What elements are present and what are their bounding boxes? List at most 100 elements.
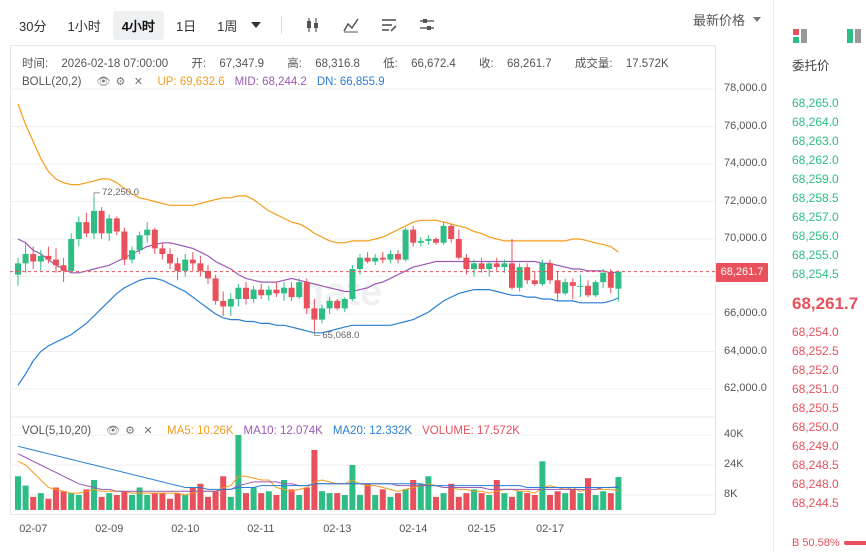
- eye-icon[interactable]: 👁: [96, 76, 111, 88]
- bid-price[interactable]: 68,250.5: [792, 401, 839, 415]
- volume-bar: [607, 493, 614, 510]
- ask-price[interactable]: 68,255.0: [792, 248, 839, 262]
- volume-bar: [75, 495, 82, 510]
- candlestick-icon[interactable]: [304, 16, 322, 34]
- bid-price[interactable]: 68,248.0: [792, 477, 839, 491]
- volume-bar: [554, 491, 561, 510]
- volume-bar: [243, 493, 249, 510]
- vol-ma20-value: MA20: 12.332K: [332, 425, 413, 437]
- eye-icon[interactable]: 👁: [106, 425, 121, 437]
- candle-body: [524, 267, 531, 281]
- ask-price[interactable]: 68,265.0: [792, 96, 839, 110]
- watermark-text: gate: [300, 270, 382, 314]
- x-tick-label: 02-17: [536, 523, 565, 535]
- candle-body: [129, 250, 135, 260]
- volume-bar: [227, 496, 234, 510]
- volume-bar: [205, 496, 211, 510]
- volume-bar: [113, 495, 120, 510]
- order-book-title: 委托价: [792, 59, 830, 73]
- ask-price[interactable]: 68,258.5: [792, 191, 839, 205]
- bid-price[interactable]: 68,252.5: [792, 344, 839, 358]
- timeframe-4h[interactable]: 4小时: [112, 10, 164, 40]
- ask-price[interactable]: 68,256.0: [792, 229, 839, 243]
- bid-price[interactable]: 68,254.0: [792, 325, 839, 339]
- order-book: 委托价 68,265.0 68,264.0 68,263.0 68,262.0 …: [773, 0, 866, 552]
- y-tick-label: 76,000.0: [724, 119, 767, 132]
- volume-bar: [22, 485, 29, 510]
- settings-icon[interactable]: ⚙: [125, 425, 135, 437]
- volume-bar: [463, 493, 470, 510]
- candle-body: [357, 257, 363, 269]
- volume-bar: [524, 493, 531, 510]
- settings-sliders-icon[interactable]: [418, 16, 436, 34]
- volume-bar: [440, 493, 447, 510]
- ask-price[interactable]: 68,254.5: [792, 267, 839, 281]
- volume-bar: [288, 489, 295, 510]
- candle-body: [372, 257, 379, 262]
- volume-bar: [151, 493, 158, 510]
- x-tick-label: 02-14: [399, 523, 428, 535]
- candle-body: [478, 263, 485, 269]
- volume-bar: [486, 495, 493, 510]
- candle-body: [144, 229, 151, 236]
- volume-bar: [98, 496, 105, 510]
- timeframe-30m[interactable]: 30分: [19, 18, 47, 34]
- volume-bar: [106, 493, 113, 510]
- candle-body: [448, 225, 455, 239]
- volume-tick-label: 40K: [724, 428, 744, 440]
- book-both-view-icon[interactable]: [792, 28, 810, 46]
- bid-price[interactable]: 68,252.0: [792, 363, 839, 377]
- volume-bar: [349, 465, 356, 510]
- volume-bar: [189, 487, 196, 510]
- settings-icon[interactable]: ⚙: [115, 76, 126, 88]
- vol-legend: VOL(5,10,20) 👁 ⚙ ✕ MA5: 10.26K MA10: 12.…: [22, 425, 520, 437]
- volume-bar: [174, 493, 181, 510]
- candle-body: [220, 300, 227, 307]
- indicator-icon[interactable]: [342, 16, 360, 34]
- close-icon[interactable]: ✕: [133, 76, 144, 88]
- candle-body: [121, 231, 128, 260]
- ask-price[interactable]: 68,263.0: [792, 134, 839, 148]
- y-tick-label: 62,000.0: [724, 382, 767, 394]
- volume-bar: [501, 493, 508, 510]
- ask-price[interactable]: 68,257.0: [792, 210, 839, 224]
- vol-ma5-line: [17, 460, 619, 496]
- volume-bar: [395, 493, 401, 510]
- candle-body: [37, 255, 44, 262]
- timeframe-1h[interactable]: 1小时: [67, 18, 101, 34]
- candle-body: [197, 263, 204, 271]
- volume-bar: [83, 489, 90, 510]
- bid-price[interactable]: 68,249.0: [792, 439, 839, 453]
- chart-frame[interactable]: [10, 45, 716, 515]
- book-bids-view-icon[interactable]: [846, 28, 864, 46]
- toolbar-divider: [281, 16, 283, 34]
- vol-ma5-value: MA5: 10.26K: [167, 425, 234, 437]
- boll-mid-value: MID: 68,244.2: [234, 76, 307, 88]
- candle-body: [83, 222, 90, 234]
- candle-body: [341, 299, 348, 309]
- ask-price[interactable]: 68,259.0: [792, 172, 839, 186]
- ask-price[interactable]: 68,262.0: [792, 153, 839, 167]
- candle-body: [151, 229, 158, 249]
- candle-body: [303, 282, 310, 309]
- boll-mid-line: [17, 238, 619, 293]
- drawing-tools-icon[interactable]: [380, 16, 398, 34]
- candle-body: [68, 239, 75, 271]
- bid-price[interactable]: 68,251.0: [792, 382, 839, 396]
- vol-ma10-value: MA10: 12.074K: [243, 425, 323, 437]
- ask-price[interactable]: 68,264.0: [792, 115, 839, 129]
- bid-price[interactable]: 68,250.0: [792, 420, 839, 434]
- candle-body: [531, 280, 538, 284]
- close-icon[interactable]: ✕: [143, 425, 153, 437]
- volume-bar: [334, 493, 341, 510]
- candlestick-chart[interactable]: gate: [0, 0, 773, 552]
- buy-ratio-bar: [843, 541, 866, 545]
- bid-price[interactable]: 68,244.5: [792, 496, 839, 510]
- price-mode-dropdown[interactable]: 最新价格: [693, 10, 761, 29]
- volume-field: 成交量: 17.572K: [574, 58, 669, 70]
- bid-price[interactable]: 68,248.5: [792, 458, 839, 472]
- timeframe-1w-dropdown[interactable]: 1周: [208, 11, 270, 40]
- timeframe-1d[interactable]: 1日: [175, 18, 197, 34]
- buy-ratio-label: B 50.58%: [792, 537, 840, 549]
- candle-body: [607, 272, 614, 288]
